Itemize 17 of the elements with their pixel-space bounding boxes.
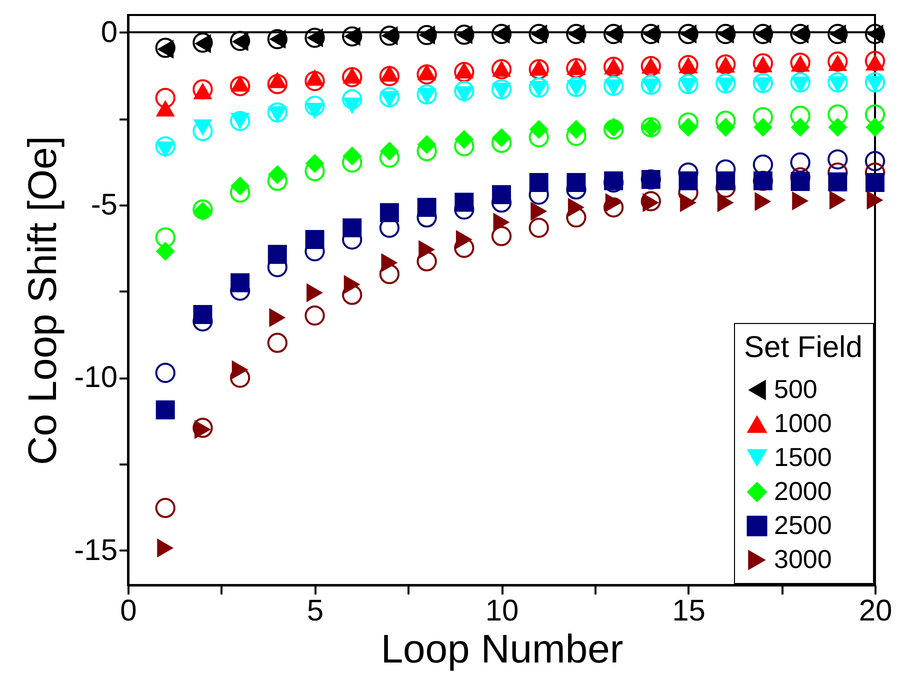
x-tick-label: 15 <box>672 594 706 628</box>
x-axis-title: Loop Number <box>380 628 624 672</box>
y-axis-title: Co Loop Shift [Oe] <box>21 136 66 466</box>
legend-label: 500 <box>774 374 818 404</box>
y-tick-label: -10 <box>74 361 118 394</box>
y-tick-label: -5 <box>90 188 118 222</box>
x-tick-label: 5 <box>306 594 324 628</box>
y-tick-label: -15 <box>74 534 118 567</box>
legend-label: 2500 <box>774 510 832 540</box>
legend-label: 1500 <box>774 442 832 472</box>
x-tick-label: 10 <box>485 594 519 628</box>
legend-label: 3000 <box>774 544 832 574</box>
legend-title: Set Field <box>744 331 862 364</box>
x-tick-label: 20 <box>858 594 892 628</box>
y-tick-label: 0 <box>100 16 118 49</box>
legend-label: 2000 <box>774 476 832 506</box>
legend-label: 1000 <box>774 408 832 438</box>
